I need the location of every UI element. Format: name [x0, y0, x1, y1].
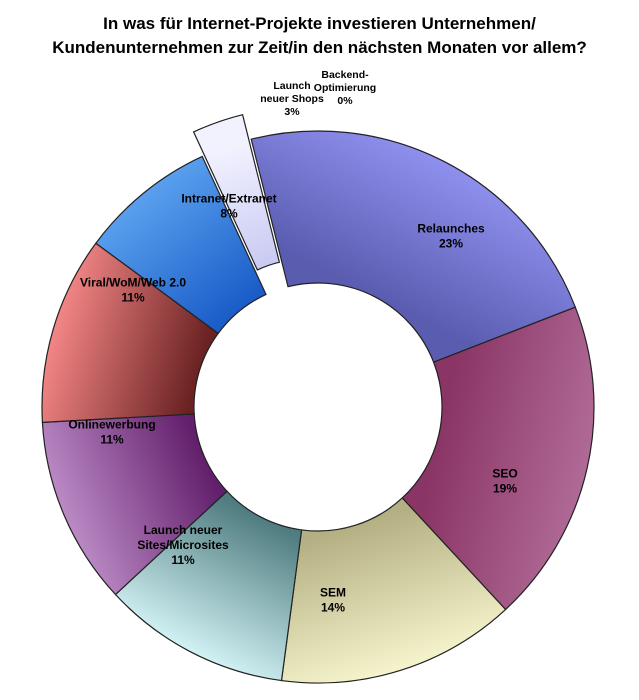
chart-title-line-2: Kundenunternehmen zur Zeit/in den nächst…	[52, 38, 587, 57]
slice-label-launch-neuer-sites-microsites: Launch neuer Sites/Microsites 11%	[137, 523, 229, 567]
slice-label-launch-neuer-shops: Launch neuer Shops 3%	[260, 80, 324, 118]
slices-group	[41, 113, 595, 684]
slice-sem	[280, 497, 507, 684]
slice-label-relaunches: Relaunches 23%	[417, 222, 485, 251]
slice-label-backend-optimierung: Backend-Optimierung 0%	[314, 69, 376, 107]
slice-intranet-extranet	[95, 155, 267, 335]
chart-title-line-1: In was für Internet-Projekte investieren…	[103, 14, 536, 33]
chart-title: In was für Internet-Projekte investieren…	[0, 12, 639, 60]
slice-launch-neuer-shops	[192, 113, 281, 271]
slice-label-onlinewerbung: Onlinewerbung 11%	[68, 418, 155, 447]
slice-seo	[401, 306, 595, 611]
slice-relaunches	[250, 130, 577, 363]
slice-label-viral-wom-web-2-0: Viral/WoM/Web 2.0 11%	[80, 276, 186, 305]
slice-label-intranet-extranet: Intranet/Extranet 8%	[181, 192, 276, 221]
slice-label-sem: SEM 14%	[320, 586, 346, 615]
slice-label-seo: SEO 19%	[492, 467, 517, 496]
labels-group: Relaunches 23% SEO 19% SEM 14% Launch neuer Sit…	[68, 69, 517, 615]
